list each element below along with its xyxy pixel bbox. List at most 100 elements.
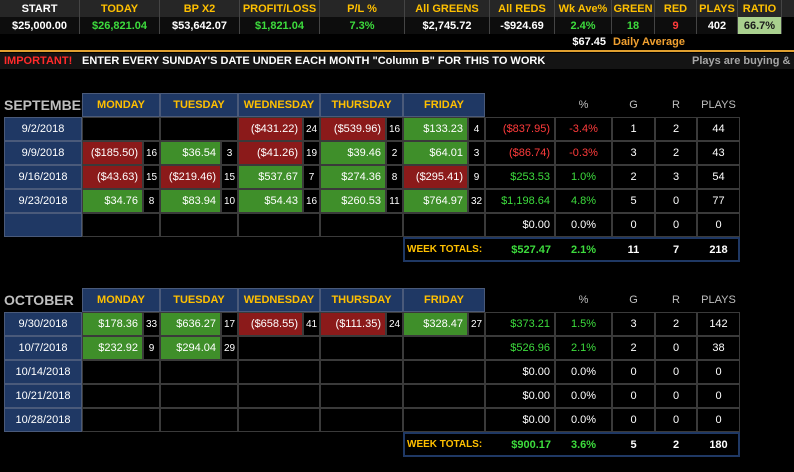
summary-header: Wk Ave% xyxy=(555,0,612,17)
amount-cell: $34.76 xyxy=(82,189,143,213)
week-r: 2 xyxy=(655,312,697,336)
amount-cell: ($295.41) xyxy=(403,165,468,189)
amount-cell: $274.36 xyxy=(320,165,386,189)
day-header: TUESDAY xyxy=(160,93,238,117)
summary-value: -$924.69 xyxy=(490,17,555,34)
amount-cell: $54.43 xyxy=(238,189,303,213)
summary-header: All GREENS xyxy=(405,0,490,17)
week-plays: 43 xyxy=(697,141,740,165)
week-pct: 0.0% xyxy=(555,384,612,408)
summary-header: P/L % xyxy=(320,0,405,17)
summary-value: 2.4% xyxy=(555,17,612,34)
amount-cell: ($219.46) xyxy=(160,165,221,189)
empty-cell xyxy=(403,336,485,360)
week-r: 2 xyxy=(655,117,697,141)
week-g: 5 xyxy=(612,189,655,213)
week-plays: 0 xyxy=(697,384,740,408)
totals-pct: 3.6% xyxy=(570,438,597,451)
stat-header: R xyxy=(672,294,680,306)
totals-plays: 180 xyxy=(709,438,728,451)
summary-value: $25,000.00 xyxy=(0,17,80,34)
empty-cell xyxy=(403,384,485,408)
totals-plays: 218 xyxy=(709,243,728,256)
stat-header: % xyxy=(578,99,589,111)
day-header: TUESDAY xyxy=(160,288,238,312)
week-r: 2 xyxy=(655,141,697,165)
empty-cell xyxy=(238,360,320,384)
count-cell: 9 xyxy=(143,336,160,360)
week-pct: 4.8% xyxy=(555,189,612,213)
date-cell: 10/7/2018 xyxy=(4,336,82,360)
stat-header: PLAYS xyxy=(701,294,736,306)
week-total: $526.96 xyxy=(485,336,555,360)
count-cell: 8 xyxy=(143,189,160,213)
week-plays: 0 xyxy=(697,213,740,237)
amount-cell: ($658.55) xyxy=(238,312,303,336)
week-r: 0 xyxy=(655,408,697,432)
amount-cell: $328.47 xyxy=(403,312,468,336)
count-cell: 16 xyxy=(303,189,320,213)
amount-cell: $232.92 xyxy=(82,336,143,360)
amount-cell: ($431.22) xyxy=(238,117,303,141)
week-plays: 142 xyxy=(697,312,740,336)
date-cell: 10/28/2018 xyxy=(4,408,82,432)
amount-cell: $133.23 xyxy=(403,117,468,141)
day-header: MONDAY xyxy=(82,288,160,312)
week-pct: 1.5% xyxy=(555,312,612,336)
summary-header: All REDS xyxy=(490,0,555,17)
empty-cell xyxy=(403,408,485,432)
week-total: $0.00 xyxy=(485,408,555,432)
totals-box xyxy=(403,432,740,457)
day-header: THURSDAY xyxy=(320,288,403,312)
week-pct: 1.0% xyxy=(555,165,612,189)
count-cell: 24 xyxy=(386,312,403,336)
empty-cell xyxy=(160,213,238,237)
week-g: 0 xyxy=(612,384,655,408)
week-total: $373.21 xyxy=(485,312,555,336)
month-name: SEPTEMBER xyxy=(4,97,82,113)
totals-total: $527.47 xyxy=(511,243,551,256)
stat-header: G xyxy=(629,294,638,306)
week-pct: -3.4% xyxy=(555,117,612,141)
amount-cell: $178.36 xyxy=(82,312,143,336)
notice-label: IMPORTANT! xyxy=(4,55,73,67)
count-cell: 15 xyxy=(143,165,160,189)
week-plays: 77 xyxy=(697,189,740,213)
daily-average-value: $67.45 xyxy=(572,36,606,48)
date-cell: 9/23/2018 xyxy=(4,189,82,213)
date-cell: 9/30/2018 xyxy=(4,312,82,336)
stat-header: PLAYS xyxy=(701,99,736,111)
week-pct: 0.0% xyxy=(555,360,612,384)
empty-cell xyxy=(82,408,160,432)
count-cell: 16 xyxy=(386,117,403,141)
empty-cell xyxy=(238,384,320,408)
empty-cell xyxy=(320,336,403,360)
count-cell: 10 xyxy=(221,189,238,213)
totals-r: 7 xyxy=(672,243,680,256)
summary-value: 66.7% xyxy=(738,17,782,34)
week-g: 2 xyxy=(612,165,655,189)
summary-value: $1,821.04 xyxy=(240,17,320,34)
summary-value: $2,745.72 xyxy=(405,17,490,34)
amount-cell: ($111.35) xyxy=(320,312,386,336)
totals-g: 5 xyxy=(630,438,637,451)
count-cell: 4 xyxy=(468,117,485,141)
empty-cell xyxy=(238,336,320,360)
day-header: WEDNESDAY xyxy=(238,288,320,312)
week-g: 1 xyxy=(612,117,655,141)
day-header: FRIDAY xyxy=(403,288,485,312)
amount-cell: $83.94 xyxy=(160,189,221,213)
notice-text: ENTER EVERY SUNDAY'S DATE UNDER EACH MON… xyxy=(82,55,546,67)
empty-cell xyxy=(82,384,160,408)
week-r: 0 xyxy=(655,189,697,213)
stat-header: % xyxy=(578,294,589,306)
totals-label: WEEK TOTALS: xyxy=(407,439,483,450)
summary-header: GREEN xyxy=(612,0,655,17)
week-r: 0 xyxy=(655,384,697,408)
totals-r: 2 xyxy=(672,438,680,451)
week-plays: 0 xyxy=(697,360,740,384)
day-header: WEDNESDAY xyxy=(238,93,320,117)
day-header: THURSDAY xyxy=(320,93,403,117)
stat-header: R xyxy=(672,99,680,111)
